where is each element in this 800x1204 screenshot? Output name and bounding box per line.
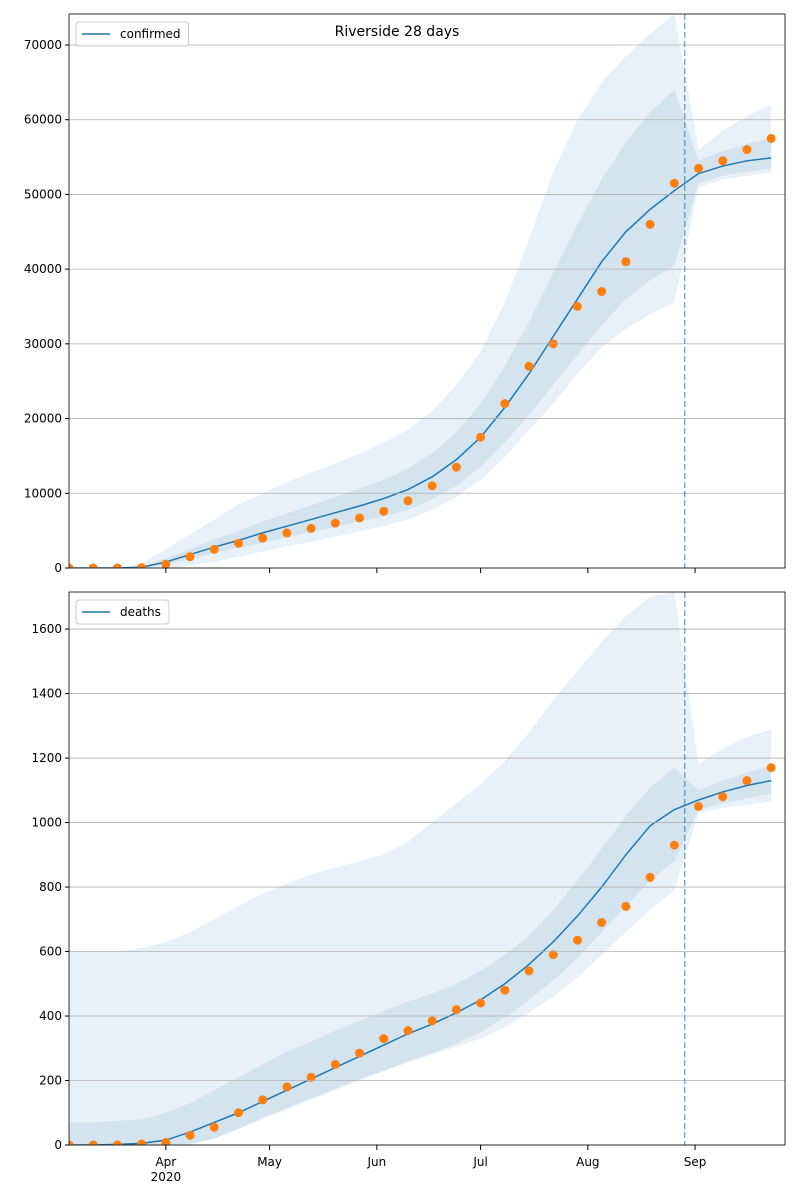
observed-point [694,801,704,811]
observed-point [548,950,558,960]
x-tick-label: Apr 2020 [151,1155,182,1184]
observed-point [306,1072,316,1082]
observed-point [766,133,776,143]
y-tick-label: 40000 [24,262,62,276]
observed-point [645,219,655,229]
observed-point [161,1137,171,1145]
observed-point [209,544,219,554]
x-tick-label: Jul [472,1155,487,1169]
x-tick-label: May [257,1155,282,1169]
observed-point [645,872,655,882]
observed-point [282,1082,292,1092]
observed-point [330,1059,340,1069]
y-tick-label: 1000 [31,816,62,830]
observed-point [718,156,728,166]
y-tick-label: 400 [39,1009,62,1023]
observed-point [88,563,98,568]
y-tick-label: 1200 [31,751,62,765]
legend: deaths [75,599,170,625]
observed-point [451,1005,461,1015]
observed-point [69,563,74,568]
y-tick-label: 1600 [31,622,62,636]
observed-point [451,462,461,472]
observed-point [69,1140,74,1145]
observed-point [669,840,679,850]
y-tick-label: 20000 [24,412,62,426]
y-tick-label: 70000 [24,38,62,52]
legend-label: confirmed [120,27,181,41]
y-tick-label: 1400 [31,687,62,701]
observed-point [403,1026,413,1036]
axes-frame [68,13,786,569]
x-tick-label: Sep [684,1155,707,1169]
observed-point [355,1048,365,1058]
band [69,14,772,568]
y-tick-label: 50000 [24,187,62,201]
observed-point [137,563,147,568]
y-tick-label: 0 [54,1138,62,1152]
band [69,592,772,1145]
band [69,766,772,1145]
legend-box [75,21,190,47]
observed-point [742,145,752,155]
observed-point [330,518,340,528]
observed-point [572,302,582,312]
observed-point [524,361,534,371]
legend-box [75,599,170,625]
observed-point [476,998,486,1008]
observed-point [185,552,195,562]
observed-point [112,563,122,568]
observed-point [403,496,413,506]
y-tick-label: 0 [54,561,62,575]
observed-point [112,1140,122,1145]
y-tick-label: 10000 [24,486,62,500]
observed-point [476,432,486,442]
observed-point [621,901,631,911]
observed-point [258,533,268,543]
y-tick-label: 600 [39,945,62,959]
axes-frame [68,591,786,1146]
y-tick-label: 60000 [24,113,62,127]
observed-point [233,538,243,548]
y-tick-label: 30000 [24,337,62,351]
observed-point [597,918,607,928]
observed-point [379,1034,389,1044]
observed-point [500,399,510,409]
observed-point [742,776,752,786]
x-tick-label: Aug [576,1155,599,1169]
observed-point [572,935,582,945]
legend-label: deaths [120,605,161,619]
observed-point [233,1108,243,1118]
observed-point [621,257,631,267]
y-tick-label: 200 [39,1074,62,1088]
observed-point [137,1139,147,1145]
x-tick-label: Jun [366,1155,386,1169]
observed-point [669,178,679,188]
observed-point [597,287,607,297]
observed-point [185,1130,195,1140]
observed-point [500,985,510,995]
band [69,89,772,568]
observed-point [258,1095,268,1105]
observed-point [161,559,171,568]
y-tick-label: 800 [39,880,62,894]
plot-area [69,592,776,1145]
observed-point [427,1016,437,1026]
observed-point [766,763,776,773]
observed-point [427,481,437,491]
observed-point [379,506,389,516]
legend: confirmed [75,21,190,47]
observed-point [718,792,728,802]
observed-point [282,528,292,538]
observed-point [88,1140,98,1145]
observed-point [306,523,316,533]
observed-point [524,966,534,976]
observed-point [209,1122,219,1132]
observed-point [694,163,704,173]
chart-title: Riverside 28 days [335,24,460,40]
observed-point [355,513,365,523]
